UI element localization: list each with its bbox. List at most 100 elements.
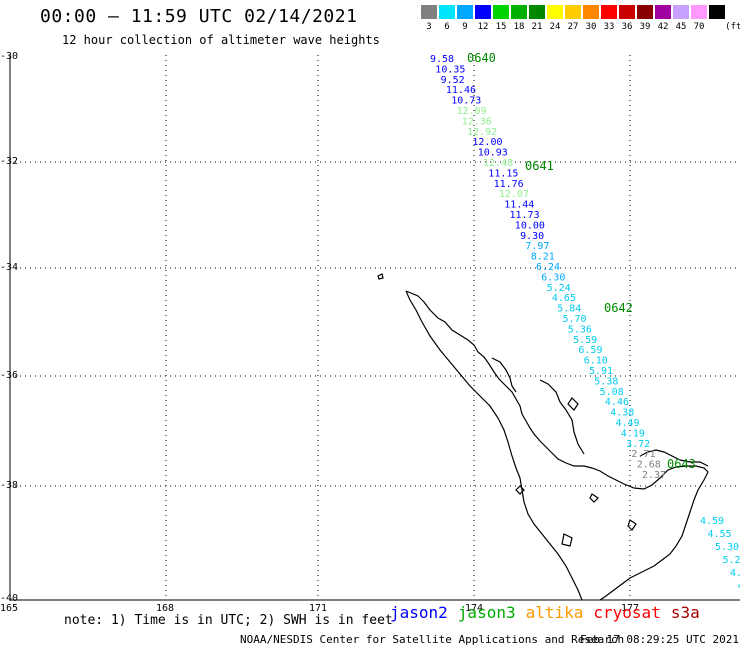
wave-height-label: 4.1	[738, 581, 740, 592]
islet-2	[377, 273, 384, 280]
color-swatch	[619, 5, 635, 19]
color-swatch	[655, 5, 671, 19]
wave-height-label: 7.97	[525, 241, 549, 252]
wave-height-label: 4.46	[605, 397, 629, 408]
wave-height-label: 12.92	[467, 127, 497, 138]
color-swatch-label: 9	[462, 22, 468, 32]
islet-3	[561, 533, 573, 547]
color-swatch	[547, 5, 563, 19]
wave-height-label: 2.71	[631, 449, 655, 460]
lat-label: -32	[0, 156, 19, 167]
color-swatch-label: 15	[495, 22, 507, 32]
color-swatch-label: 36	[621, 22, 633, 32]
satellite-legend-entry: jason3	[457, 603, 516, 622]
color-swatch-label: 12	[477, 22, 489, 32]
coastline	[377, 273, 709, 601]
lon-label: 165	[0, 603, 19, 614]
wave-height-label: 11.73	[510, 210, 540, 221]
lon-label: 174	[465, 603, 484, 614]
track-time-label: 0642	[604, 301, 633, 315]
color-swatch	[457, 5, 473, 19]
wave-height-label: 5.08	[600, 387, 624, 398]
units-note: note: 1) Time is in UTC; 2) SWH is in fe…	[64, 613, 393, 628]
wave-height-label: 12.07	[499, 189, 529, 200]
wave-height-label: 5.30	[715, 542, 739, 553]
wave-height-label: 12.36	[462, 116, 492, 127]
color-swatch-label: 27	[567, 22, 579, 32]
color-swatch-label: 6	[444, 22, 450, 32]
satellite-legend-entry: s3a	[670, 603, 700, 622]
color-swatch	[637, 5, 653, 19]
lat-label: -36	[0, 370, 19, 381]
color-swatch	[529, 5, 545, 19]
lat-lon-grid	[10, 55, 740, 600]
wave-height-label: 11.44	[504, 200, 534, 211]
color-swatch-label: 3	[426, 22, 432, 32]
wave-height-label: 4.55	[708, 529, 732, 540]
wave-height-label: 10.93	[478, 148, 508, 159]
north-island-coast	[405, 290, 709, 601]
wave-height-label: 6.24	[536, 262, 560, 273]
wave-height-label: 9.30	[520, 231, 544, 242]
color-scale-unit: (ft)	[725, 22, 740, 32]
color-swatch-label: 39	[639, 22, 651, 32]
wave-height-label: 4.65	[552, 293, 576, 304]
color-swatch-label: 45	[675, 22, 687, 32]
wave-height-label: 5.29	[723, 555, 740, 566]
color-swatch	[565, 5, 581, 19]
lat-label: -34	[0, 262, 19, 273]
wave-height-label: 11.76	[494, 179, 524, 190]
wave-height-label: 9.58	[430, 54, 454, 65]
wave-height-label: 4.49	[616, 418, 640, 429]
islet-5	[589, 493, 599, 503]
color-swatch	[493, 5, 509, 19]
wave-height-label: 3.72	[626, 439, 650, 450]
wave-height-label: 10.00	[515, 220, 545, 231]
color-swatch-label: 33	[603, 22, 615, 32]
wave-height-track: 9.5810.359.5211.4610.7312.0912.3612.9212…	[430, 54, 740, 592]
wave-height-label: 12.09	[457, 106, 487, 117]
page-title: 00:00 – 11:59 UTC 02/14/2021	[40, 6, 358, 27]
wave-height-label: 2.68	[637, 460, 661, 471]
wave-height-label: 11.15	[488, 168, 518, 179]
wave-height-label: 12.48	[483, 158, 513, 169]
wave-height-label: 5.70	[563, 314, 587, 325]
satellite-legend-entry: cryosat	[593, 603, 661, 622]
color-swatch	[439, 5, 455, 19]
wave-height-label: 4.59	[700, 516, 724, 527]
frame	[9, 55, 740, 601]
islet-4	[627, 519, 637, 531]
wave-height-label: 9.52	[441, 75, 465, 86]
coromandel	[491, 357, 517, 393]
satellite-legend-entry: jason2	[390, 603, 448, 622]
wave-height-label: 8.21	[531, 252, 555, 263]
footer-timestamp: Feb 17 08:29:25 UTC 2021	[580, 633, 739, 646]
footer-credit: NOAA/NESDIS Center for Satellite Applica…	[240, 633, 625, 646]
wave-height-label: 10.73	[451, 96, 481, 107]
islet-6	[515, 485, 525, 495]
wave-height-label: 4.38	[610, 408, 634, 419]
wave-height-label: 2.37	[642, 470, 666, 481]
color-swatch	[709, 5, 725, 19]
lon-label: 171	[309, 603, 328, 614]
color-swatch-label: 18	[513, 22, 525, 32]
lon-label: 168	[156, 603, 175, 614]
lon-label: 177	[621, 603, 640, 614]
wave-height-label: 5.38	[594, 376, 618, 387]
color-swatch	[601, 5, 617, 19]
color-swatch-label: 24	[549, 22, 561, 32]
color-swatch-label: 70	[693, 22, 705, 32]
wave-height-label: 5.24	[547, 283, 571, 294]
track-time-label: 0640	[467, 51, 496, 65]
track-time-labels: 0640 0641 0642 0643	[467, 51, 696, 471]
wave-height-label: 10.35	[435, 64, 465, 75]
color-swatch	[421, 5, 437, 19]
wave-height-label: 6.10	[584, 356, 608, 367]
satellite-legend-entry: altika	[525, 603, 584, 622]
wave-height-label: 5.84	[557, 304, 581, 315]
color-swatch-label: 21	[531, 22, 543, 32]
wave-height-label: 6.59	[578, 345, 602, 356]
lat-label: -40	[0, 593, 19, 604]
color-swatch	[583, 5, 599, 19]
